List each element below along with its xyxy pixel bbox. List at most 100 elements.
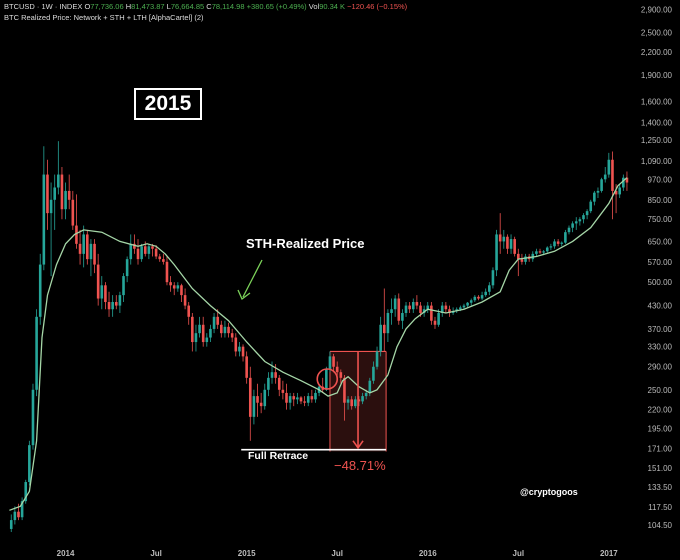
candle: [361, 392, 364, 405]
arrow-shaft: [242, 259, 263, 298]
sth-realized-label: STH-Realized Price: [246, 236, 365, 251]
candle-body: [288, 396, 292, 403]
candle: [129, 234, 133, 265]
candle: [477, 295, 480, 301]
annotation-shapes: [237, 259, 387, 451]
candle-body: [603, 174, 607, 180]
candle-body: [469, 300, 473, 303]
candle: [480, 291, 484, 301]
x-tick-label: Jul: [331, 549, 343, 558]
candle: [473, 295, 477, 303]
y-tick-label: 850.00: [648, 196, 673, 205]
x-tick-label: 2017: [600, 549, 618, 558]
candle-body: [491, 270, 495, 286]
candle: [448, 305, 451, 317]
candle-body: [553, 241, 556, 247]
candle-body: [618, 187, 622, 195]
candle: [332, 353, 335, 373]
candle-body: [589, 201, 593, 212]
candle: [397, 293, 401, 325]
candle: [466, 302, 469, 308]
candle-body: [296, 397, 299, 400]
y-tick-label: 250.00: [648, 386, 673, 395]
candle: [589, 199, 593, 214]
candle: [310, 389, 314, 403]
candle: [600, 177, 603, 193]
candle-body: [270, 372, 274, 378]
candle: [296, 392, 299, 405]
candle-body: [281, 389, 285, 393]
candle-body: [35, 316, 38, 390]
candle: [118, 291, 122, 313]
candle: [191, 312, 194, 352]
candle-body: [520, 259, 524, 262]
candle: [136, 239, 140, 265]
candle-body: [393, 298, 397, 310]
candle-body: [140, 246, 143, 260]
candle-body: [86, 234, 89, 260]
candle-body: [328, 356, 332, 370]
candle: [263, 383, 267, 410]
candle-body: [314, 392, 317, 400]
y-tick-label: 650.00: [648, 237, 673, 246]
candle-body: [350, 399, 353, 407]
candle: [524, 253, 527, 265]
full-retrace-label: Full Retrace: [248, 450, 309, 462]
watermark: @cryptogoos: [520, 487, 578, 497]
candle: [571, 221, 574, 233]
x-axis: 2014 Jul 2015 Jul 2016 Jul 2017: [57, 549, 619, 558]
symbol-label: BTCUSD · 1W · INDEX: [4, 2, 83, 11]
candle-body: [415, 302, 419, 306]
candle-body: [82, 234, 85, 254]
x-tick-label: Jul: [513, 549, 525, 558]
y-tick-label: 330.00: [648, 343, 673, 352]
y-tick-label: 220.00: [648, 406, 673, 415]
candle: [165, 256, 169, 286]
candle: [357, 396, 361, 407]
candle: [596, 187, 600, 198]
candle-body: [158, 256, 162, 260]
close-label: C: [206, 2, 212, 11]
candle-body: [13, 511, 17, 521]
candle: [35, 309, 38, 397]
candle-body: [169, 282, 172, 286]
candle-body: [625, 177, 629, 183]
candle: [607, 152, 611, 178]
candle-body: [223, 326, 227, 334]
candle: [440, 302, 444, 317]
candle: [292, 392, 296, 407]
candle: [285, 383, 288, 410]
candle: [488, 282, 491, 296]
candle-body: [574, 221, 578, 224]
candle-body: [480, 295, 484, 299]
y-tick-label: 195.00: [648, 424, 673, 433]
candle: [187, 302, 191, 325]
candle-body: [364, 392, 368, 397]
candle-body: [285, 392, 288, 403]
candle-body: [111, 302, 114, 310]
candle: [67, 174, 71, 210]
candle: [622, 174, 625, 191]
candle: [256, 383, 259, 417]
candle-body: [75, 225, 78, 244]
candle: [227, 322, 230, 338]
candle-body: [582, 215, 585, 220]
volume-change: −120.46 (−0.15%): [347, 2, 408, 11]
candle-body: [560, 242, 564, 244]
candle-body: [339, 372, 343, 378]
candle: [354, 396, 357, 409]
candle-body: [194, 333, 198, 343]
candle-body: [448, 309, 451, 313]
candle-body: [535, 251, 538, 254]
candle-body: [430, 305, 433, 321]
high-value: 81,473.87: [131, 2, 165, 11]
candle: [603, 166, 607, 183]
candle-body: [234, 337, 238, 352]
candle-body: [212, 316, 216, 329]
candle: [20, 497, 24, 521]
close-value: 78,114.98: [211, 2, 245, 11]
sth-line-path: [9, 177, 628, 511]
candle-body: [440, 305, 444, 313]
y-axis: 2,900.00 2,500.00 2,200.00 1,900.00 1,600.00…: [641, 5, 673, 530]
